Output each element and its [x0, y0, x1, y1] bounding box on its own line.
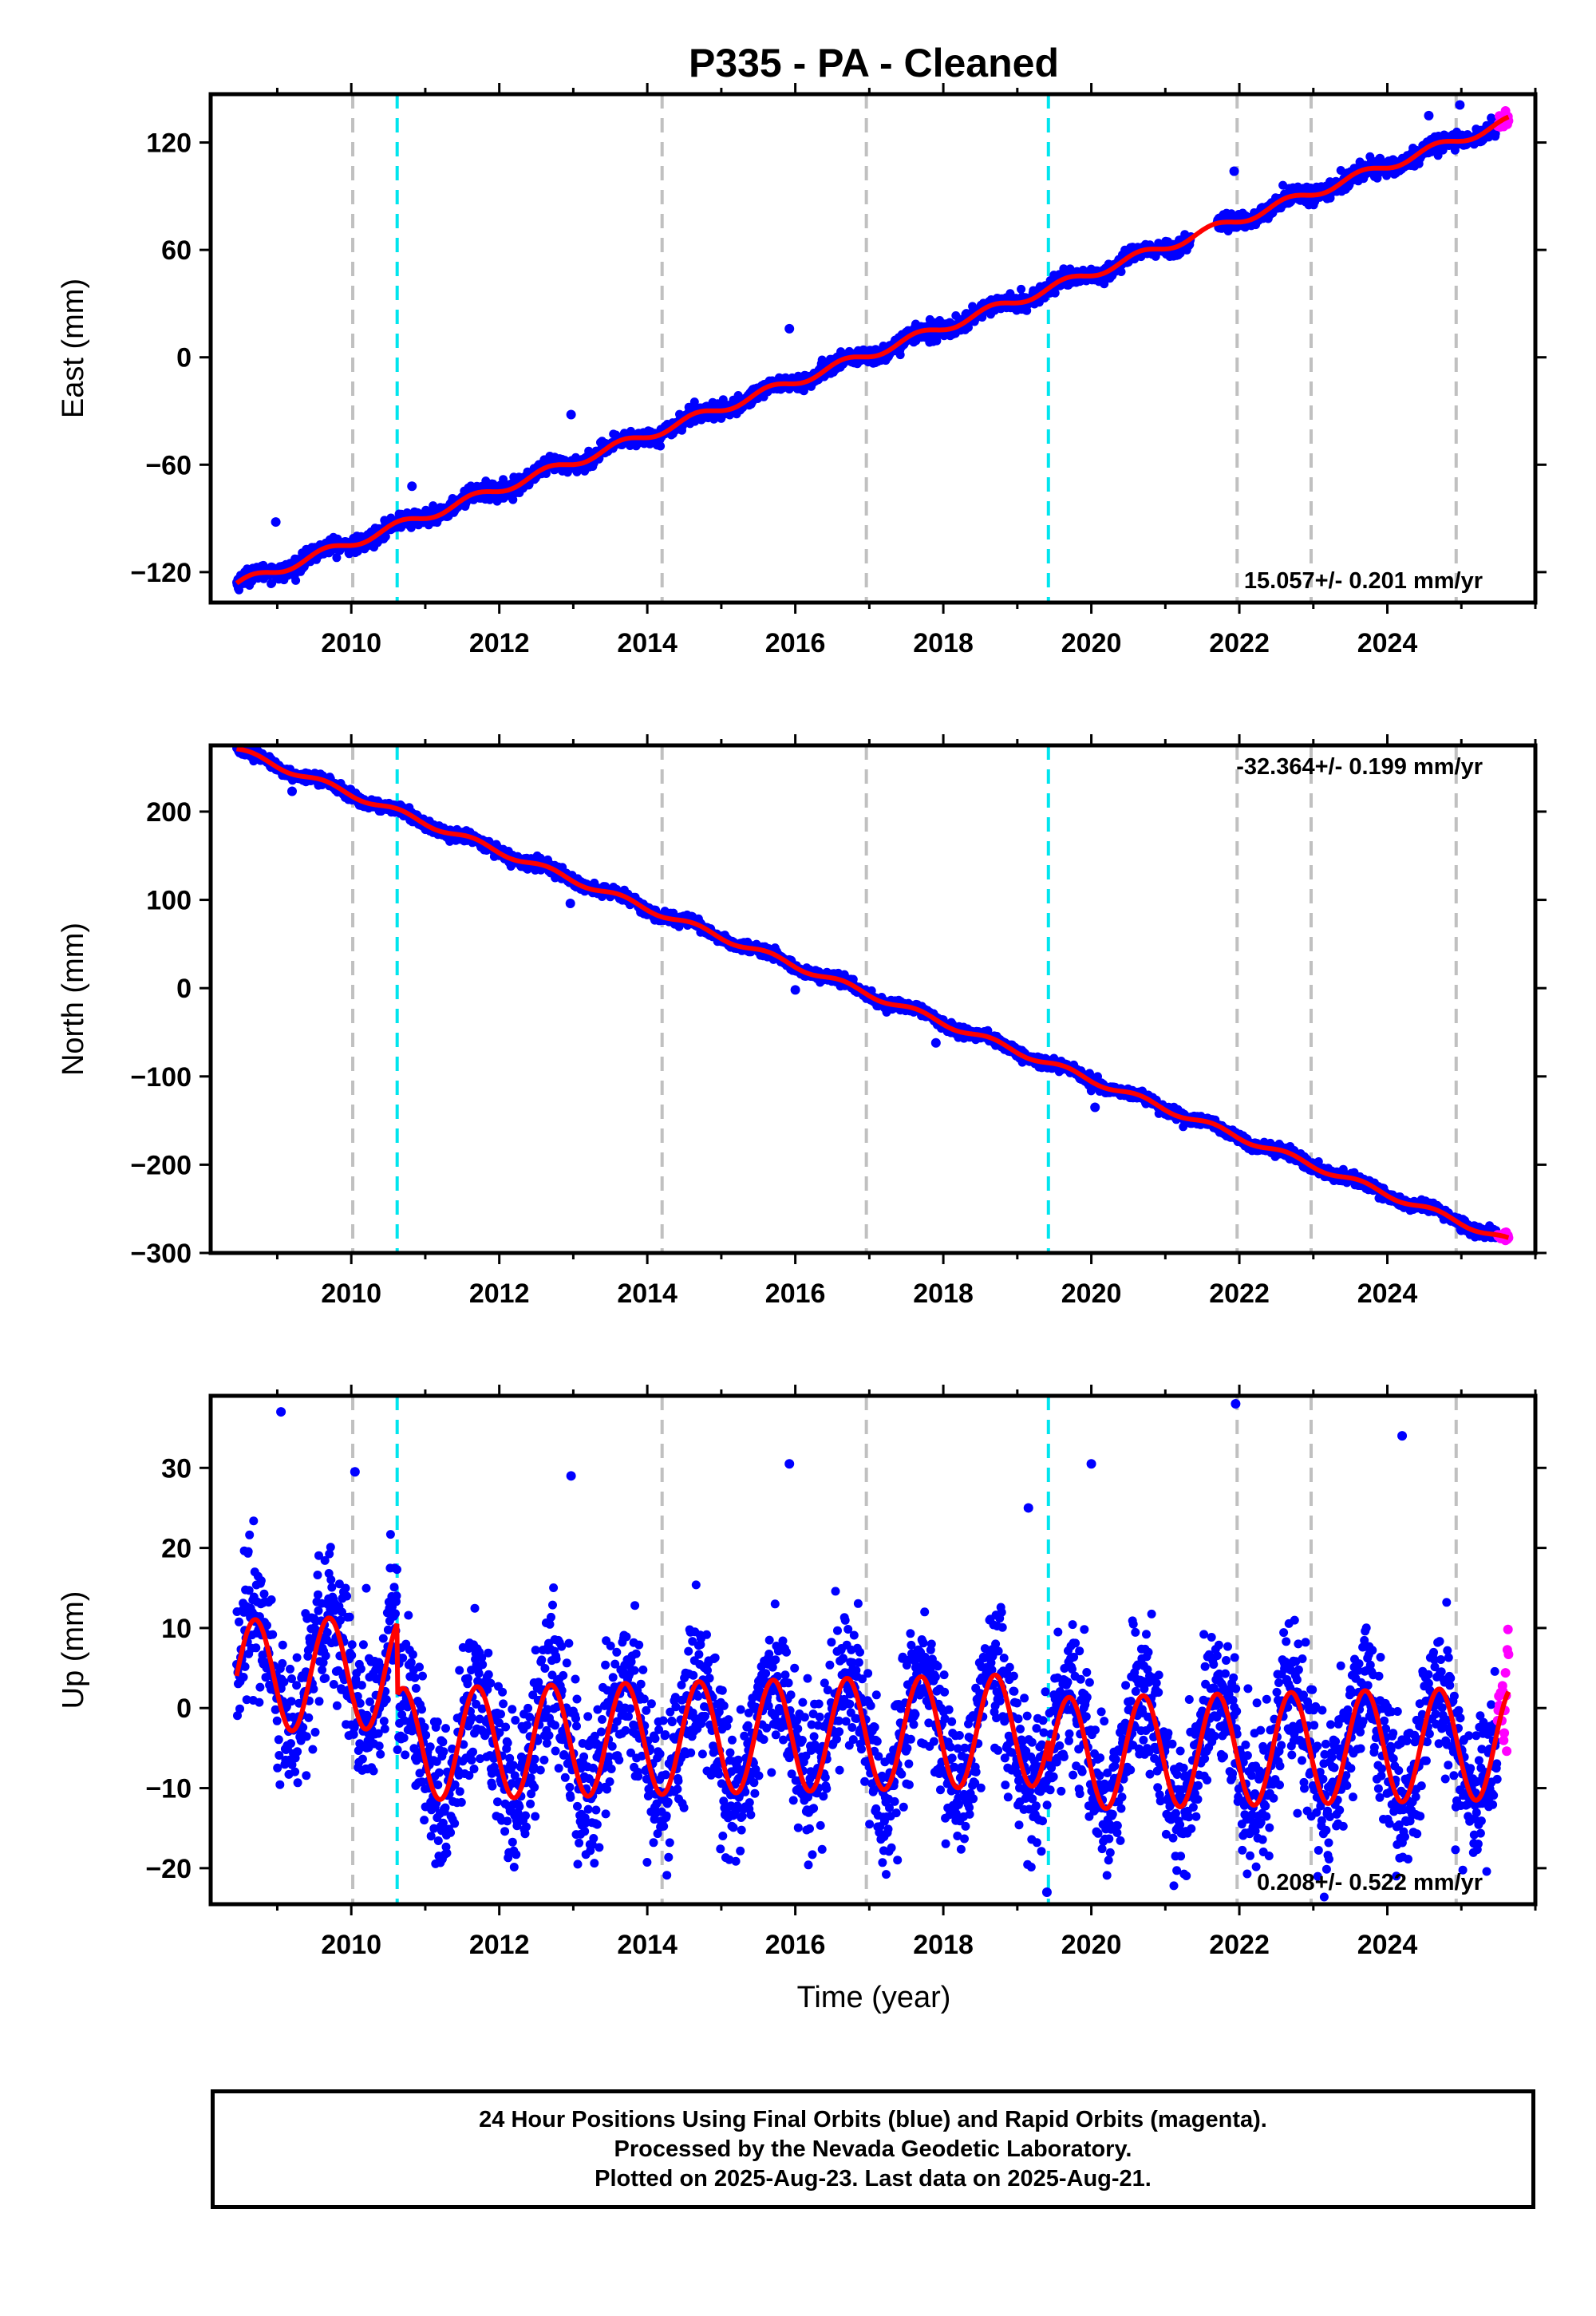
- x-tick-label: 2022: [1209, 628, 1270, 658]
- outlier-point: [784, 323, 795, 334]
- final-orbit-point: [508, 495, 518, 504]
- final-orbit-point: [895, 350, 905, 360]
- final-orbit-point: [799, 386, 808, 396]
- final-orbit-point: [689, 397, 699, 407]
- final-orbit-point: [1336, 166, 1345, 175]
- velocity-label: 15.057+/- 0.201 mm/yr: [1244, 568, 1483, 594]
- final-orbit-point: [1116, 267, 1126, 276]
- final-orbit-point: [1491, 129, 1500, 138]
- final-orbit-point: [381, 532, 390, 541]
- x-tick-label: 2012: [469, 628, 530, 658]
- y-tick-label: −120: [130, 558, 192, 588]
- outlier-point: [566, 409, 576, 420]
- x-tick-label: 2016: [765, 628, 826, 658]
- y-tick-label: 0: [176, 343, 192, 373]
- outlier-point: [271, 517, 281, 528]
- final-orbit-point: [1050, 288, 1060, 298]
- x-tick-label: 2010: [321, 628, 381, 658]
- x-tick-label: 2020: [1061, 628, 1122, 658]
- figure-title: P335 - PA - Cleaned: [689, 41, 1059, 85]
- x-tick-label: 2018: [913, 628, 974, 658]
- model-fit-line: [235, 114, 1510, 586]
- final-orbit-point: [332, 553, 342, 563]
- y-tick-label: 60: [161, 235, 192, 266]
- outlier-point: [1229, 166, 1239, 176]
- outlier-point: [1424, 110, 1434, 121]
- x-tick-label: 2014: [617, 628, 678, 658]
- final-orbit-point: [1017, 284, 1026, 294]
- north-panel: 2010 2012 2014 2016 2018 2020 2022 2024−300−200…: [57, 734, 1547, 1309]
- outlier-point: [1455, 100, 1465, 110]
- plot-frame: [208, 92, 1538, 605]
- east-panel: 2010 2012 2014 2016 2018 2020 2022 2024 −120 −60 0…: [57, 83, 1547, 658]
- y-tick-label: 120: [146, 128, 192, 159]
- y-axis-label: East (mm): [57, 279, 90, 418]
- x-tick-label: 2024: [1357, 628, 1418, 658]
- final-orbit-point: [1100, 279, 1109, 289]
- outlier-point: [1375, 153, 1385, 164]
- outlier-point: [407, 481, 417, 492]
- y-tick-label: −60: [145, 450, 192, 480]
- final-orbit-point: [291, 575, 301, 585]
- final-orbit-point: [656, 441, 666, 451]
- final-orbit-point: [1022, 306, 1032, 315]
